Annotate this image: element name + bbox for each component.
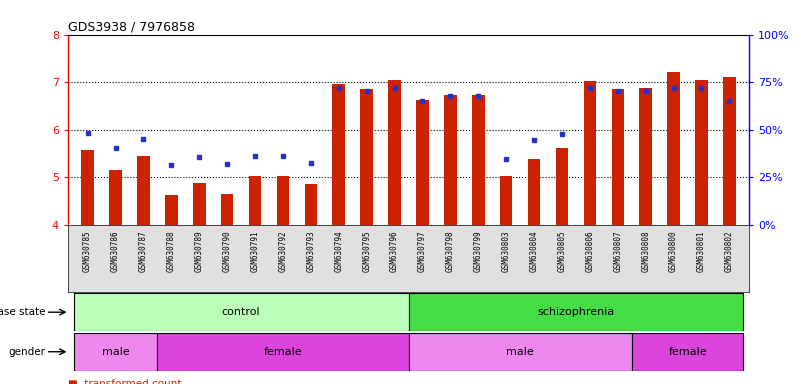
Text: GSM630788: GSM630788 [167,230,176,271]
Bar [221,194,233,225]
Bar [388,80,400,225]
Bar [74,333,157,371]
Text: GSM630801: GSM630801 [697,230,706,271]
Bar [360,89,373,225]
Bar [332,83,345,225]
Text: GSM630808: GSM630808 [641,230,650,271]
Text: GSM630799: GSM630799 [473,230,483,271]
Bar [695,80,708,225]
Bar [276,176,289,225]
Text: ■  transformed count: ■ transformed count [68,379,182,384]
Bar [528,159,541,225]
Text: GSM630787: GSM630787 [139,230,148,271]
Text: GSM630786: GSM630786 [111,230,120,271]
Text: female: female [668,347,706,357]
Text: schizophrenia: schizophrenia [537,307,614,317]
Text: GSM630789: GSM630789 [195,230,203,271]
Text: GSM630795: GSM630795 [362,230,371,271]
Text: control: control [222,307,260,317]
Bar [137,156,150,225]
Text: GSM630800: GSM630800 [669,230,678,271]
Bar [165,195,178,225]
Text: male: male [506,347,534,357]
Text: GSM630796: GSM630796 [390,230,399,271]
Bar [639,88,652,225]
Text: GSM630790: GSM630790 [223,230,231,271]
Text: GSM630804: GSM630804 [529,230,538,271]
Bar [109,170,122,225]
Text: female: female [264,347,302,357]
Bar [556,148,568,225]
Text: gender: gender [9,347,46,357]
Bar [667,72,680,225]
Text: male: male [102,347,130,357]
Text: GSM630807: GSM630807 [614,230,622,271]
Text: GSM630805: GSM630805 [557,230,566,271]
Text: GSM630798: GSM630798 [446,230,455,271]
Bar [157,333,409,371]
Bar [249,176,261,225]
Bar [632,333,743,371]
Bar [409,293,743,331]
Bar [74,293,409,331]
Text: GSM630803: GSM630803 [501,230,511,271]
Bar [472,95,485,225]
Bar [417,100,429,225]
Bar [82,149,94,225]
Text: GSM630794: GSM630794 [334,230,344,271]
Text: GSM630785: GSM630785 [83,230,92,271]
Bar [444,95,457,225]
Text: GDS3938 / 7976858: GDS3938 / 7976858 [68,20,195,33]
Text: GSM630791: GSM630791 [251,230,260,271]
Text: GSM630793: GSM630793 [306,230,316,271]
Bar [193,183,206,225]
Text: disease state: disease state [0,307,46,317]
Bar [409,333,632,371]
Bar [304,184,317,225]
Text: GSM630797: GSM630797 [418,230,427,271]
Text: GSM630802: GSM630802 [725,230,734,271]
Bar [611,89,624,225]
Bar [723,77,735,225]
Bar [584,81,596,225]
Text: GSM630792: GSM630792 [279,230,288,271]
Bar [500,176,513,225]
Text: GSM630806: GSM630806 [586,230,594,271]
